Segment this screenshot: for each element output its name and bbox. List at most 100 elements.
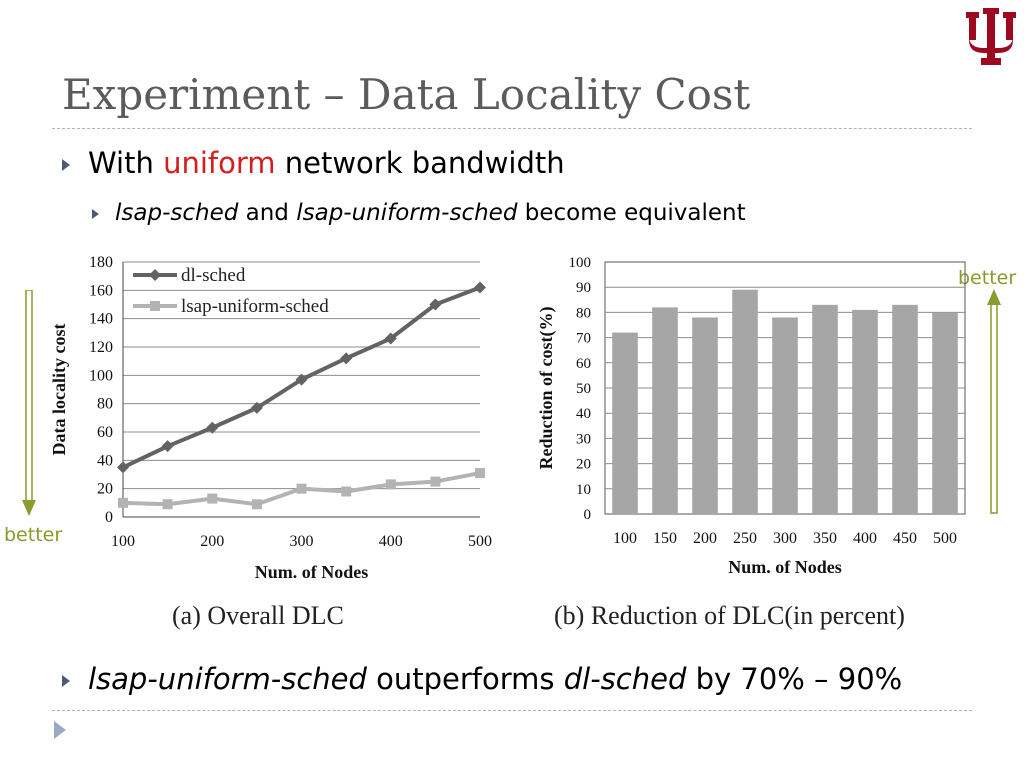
caption-overall-dlc: (a) Overall DLC [172, 601, 344, 630]
x-tick-label: 250 [733, 530, 757, 547]
y-tick-label: 50 [576, 381, 591, 397]
legend-marker [150, 301, 160, 311]
x-tick-label: 200 [200, 533, 224, 550]
y-tick-label: 40 [97, 452, 113, 469]
x-axis-label: Num. of Nodes [255, 562, 369, 582]
bar [852, 309, 878, 514]
x-tick-label: 200 [693, 530, 717, 547]
bullet2-part1: lsap-sched [115, 200, 239, 226]
bar [932, 312, 958, 514]
y-tick-label: 60 [97, 424, 113, 441]
data-point [429, 298, 442, 311]
x-tick-label: 350 [813, 530, 837, 547]
bullet2-part3: lsap-uniform-sched [296, 200, 518, 226]
y-tick-label: 40 [576, 406, 591, 422]
caption-dlc-reduction: (b) Reduction of DLC(in percent) [554, 601, 905, 630]
bar [772, 317, 798, 514]
y-tick-label: 180 [89, 254, 113, 271]
bullet1-pre: With [88, 146, 164, 180]
bullet3-part2: outperforms [366, 662, 564, 696]
y-tick-label: 80 [576, 305, 591, 321]
data-point [430, 476, 441, 487]
y-tick-label: 70 [576, 331, 591, 347]
better-label-right: better [958, 267, 1017, 289]
bullet3-part4: by 70% – 90% [686, 662, 903, 696]
y-tick-label: 20 [97, 481, 113, 498]
legend-label: dl-sched [181, 265, 246, 286]
dlc-reduction-bar-chart: 0 10 20 30 40 50 60 70 80 90 100 100 150 200 250 300 350… [536, 255, 966, 577]
bullet-outperforms: lsap-uniform-sched outperforms dl-sched … [62, 662, 902, 696]
bar [892, 304, 918, 514]
slide-title: Experiment – Data Locality Cost [62, 70, 751, 119]
better-label-left: better [4, 524, 63, 546]
better-arrow-down-icon [22, 290, 36, 516]
x-tick-label: 500 [468, 533, 492, 550]
data-point [295, 373, 308, 386]
legend-marker [149, 269, 161, 281]
data-point [341, 486, 352, 497]
bar [692, 317, 718, 514]
data-point [296, 483, 307, 494]
bullet1-accent: uniform [163, 146, 276, 180]
x-tick-label: 500 [933, 530, 957, 547]
title-divider [52, 128, 972, 129]
y-tick-label: 100 [89, 367, 113, 384]
x-tick-label: 100 [613, 530, 637, 547]
sub-bullet-equivalent: lsap-sched and lsap-uniform-sched become… [92, 200, 746, 226]
data-point [385, 479, 396, 490]
x-axis-label: Num. of Nodes [728, 557, 842, 577]
bar [732, 289, 758, 514]
bullet3-part3: dl-sched [563, 662, 687, 696]
y-axis-label: Data locality cost [49, 324, 69, 456]
y-tick-label: 10 [576, 482, 591, 498]
legend-label: lsap-uniform-sched [181, 296, 329, 317]
y-tick-label: 140 [89, 311, 113, 328]
bullet-triangle-icon [62, 159, 70, 171]
bar [652, 307, 678, 514]
y-tick-label: 20 [576, 457, 591, 473]
iu-trident-logo [966, 8, 1016, 65]
data-point [207, 493, 218, 504]
y-tick-label: 120 [89, 339, 113, 356]
data-point [474, 281, 486, 294]
bullet3-part1: lsap-uniform-sched [88, 662, 367, 696]
data-point [340, 352, 353, 365]
x-tick-label: 300 [290, 533, 314, 550]
y-tick-label: 90 [576, 280, 591, 296]
y-axis-label: Reduction of cost(%) [536, 307, 557, 470]
x-tick-label: 400 [379, 533, 403, 550]
data-point [117, 461, 129, 474]
x-tick-label: 400 [853, 530, 877, 547]
better-arrow-up-icon [987, 289, 1001, 514]
y-tick-label: 160 [89, 282, 113, 299]
data-point [251, 499, 262, 510]
x-tick-label: 150 [653, 530, 677, 547]
data-point [162, 499, 173, 510]
data-point [475, 468, 485, 479]
y-tick-label: 80 [97, 396, 113, 413]
bullet-triangle-icon [62, 675, 70, 687]
data-point [206, 421, 219, 434]
x-tick-label: 450 [893, 530, 917, 547]
y-tick-label: 0 [584, 507, 592, 523]
data-point [118, 497, 128, 508]
bullet1-post: network bandwidth [275, 146, 565, 180]
overall-dlc-line-chart: 0 20 40 60 80 100 120 140 160 180 100 200 300 400 500 N… [49, 254, 492, 582]
y-tick-label: 0 [105, 509, 113, 526]
bar [812, 304, 838, 514]
bullet-uniform-bandwidth: With uniform network bandwidth [62, 146, 565, 180]
x-tick-label: 300 [773, 530, 797, 547]
sub-bullet-triangle-icon [92, 208, 99, 219]
slide-nav-next-icon[interactable] [54, 721, 66, 739]
bullet2-part2: and [238, 200, 297, 226]
data-point [161, 440, 174, 453]
x-tick-label: 100 [111, 533, 135, 550]
bullet2-part4: become equivalent [517, 200, 746, 226]
y-tick-label: 100 [569, 255, 592, 271]
y-tick-label: 60 [576, 356, 591, 372]
bar [612, 332, 638, 514]
data-point [384, 332, 397, 345]
data-point [250, 401, 263, 414]
footer-divider [52, 710, 972, 711]
y-tick-label: 30 [576, 431, 591, 447]
